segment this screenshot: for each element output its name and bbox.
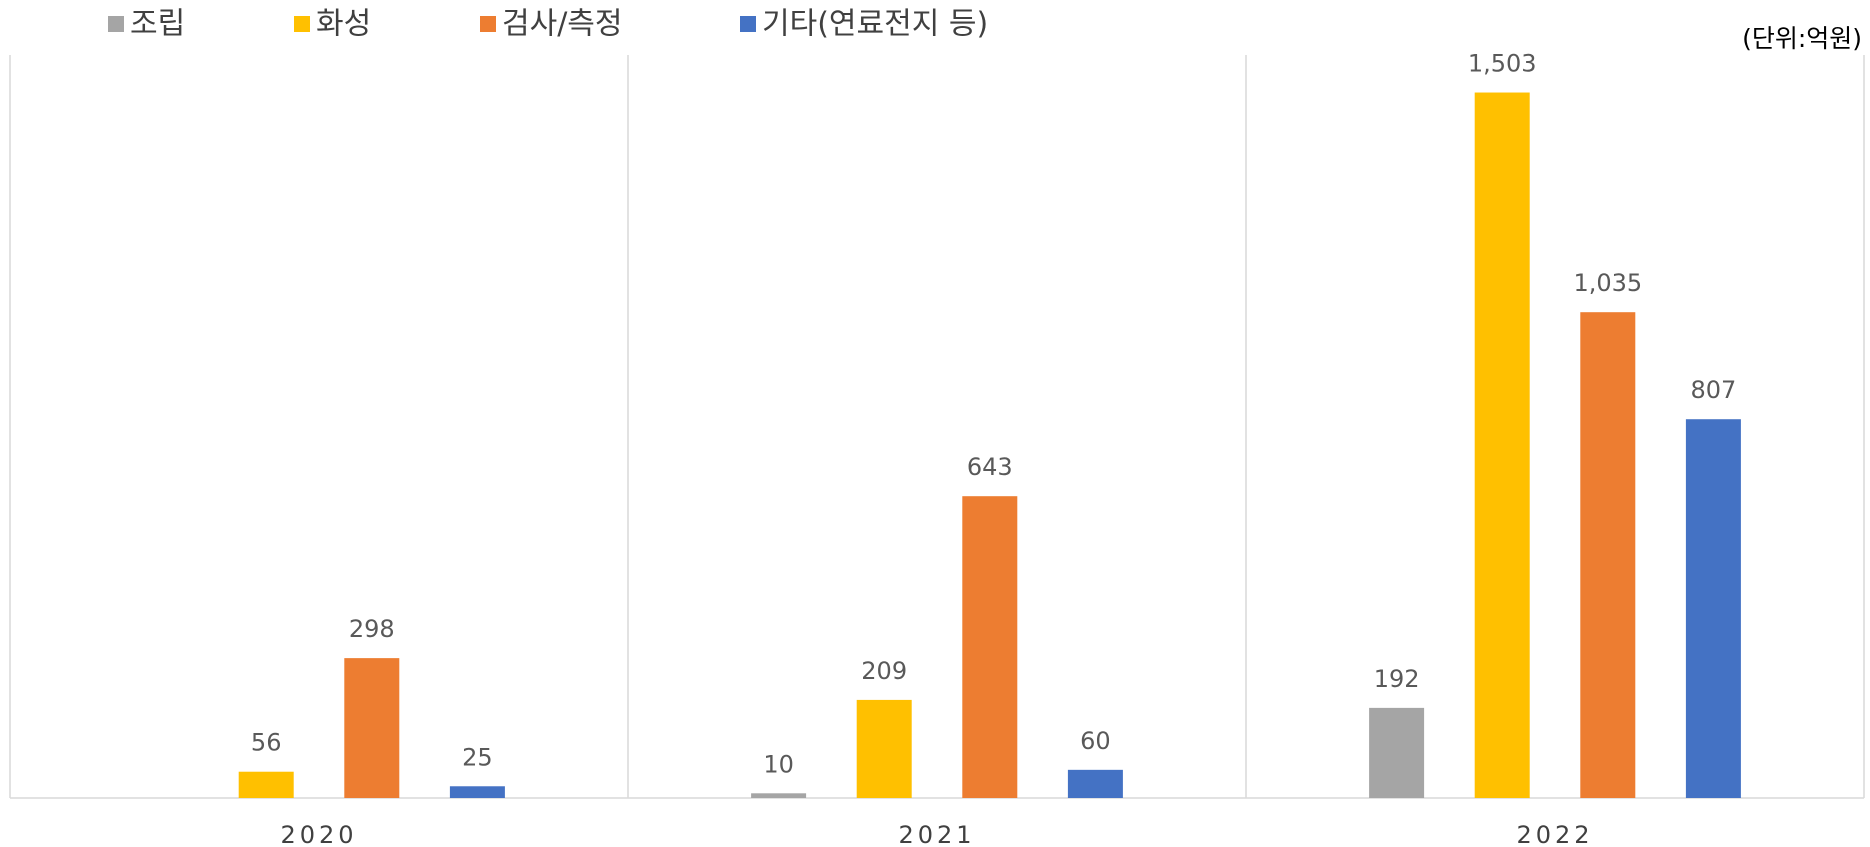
data-label: 643 [967, 453, 1013, 481]
data-label: 807 [1690, 376, 1736, 404]
legend-swatch [740, 16, 756, 32]
bar [856, 699, 912, 798]
bar [751, 793, 807, 798]
bar [1474, 92, 1530, 799]
bar [1580, 312, 1636, 798]
x-tick-label: 2020 [280, 821, 357, 847]
legend-label: 화성 [316, 7, 371, 42]
legend-label: 기타(연료전지 등) [762, 7, 988, 42]
data-label: 56 [251, 729, 282, 757]
legend-label: 조립 [130, 7, 185, 42]
bar [962, 496, 1018, 798]
bar [1067, 769, 1123, 798]
data-label: 10 [763, 750, 794, 778]
data-label: 1,035 [1573, 269, 1642, 297]
legend-label: 검사/측정 [502, 7, 623, 42]
unit-note: (단위:억원) [1742, 24, 1862, 53]
bar [1369, 707, 1425, 798]
bar [344, 658, 400, 798]
data-label: 209 [861, 657, 907, 685]
bar [449, 786, 505, 798]
legend-swatch [480, 16, 496, 32]
data-label: 298 [349, 615, 395, 643]
x-tick-label: 2021 [898, 821, 975, 847]
bar [238, 771, 294, 798]
legend-swatch [108, 16, 124, 32]
legend-swatch [294, 16, 310, 32]
data-label: 25 [462, 743, 493, 771]
data-label: 1,503 [1468, 50, 1537, 78]
bar [1685, 419, 1741, 798]
data-label: 192 [1374, 665, 1420, 693]
data-label: 60 [1080, 727, 1111, 755]
x-tick-label: 2022 [1516, 821, 1593, 847]
